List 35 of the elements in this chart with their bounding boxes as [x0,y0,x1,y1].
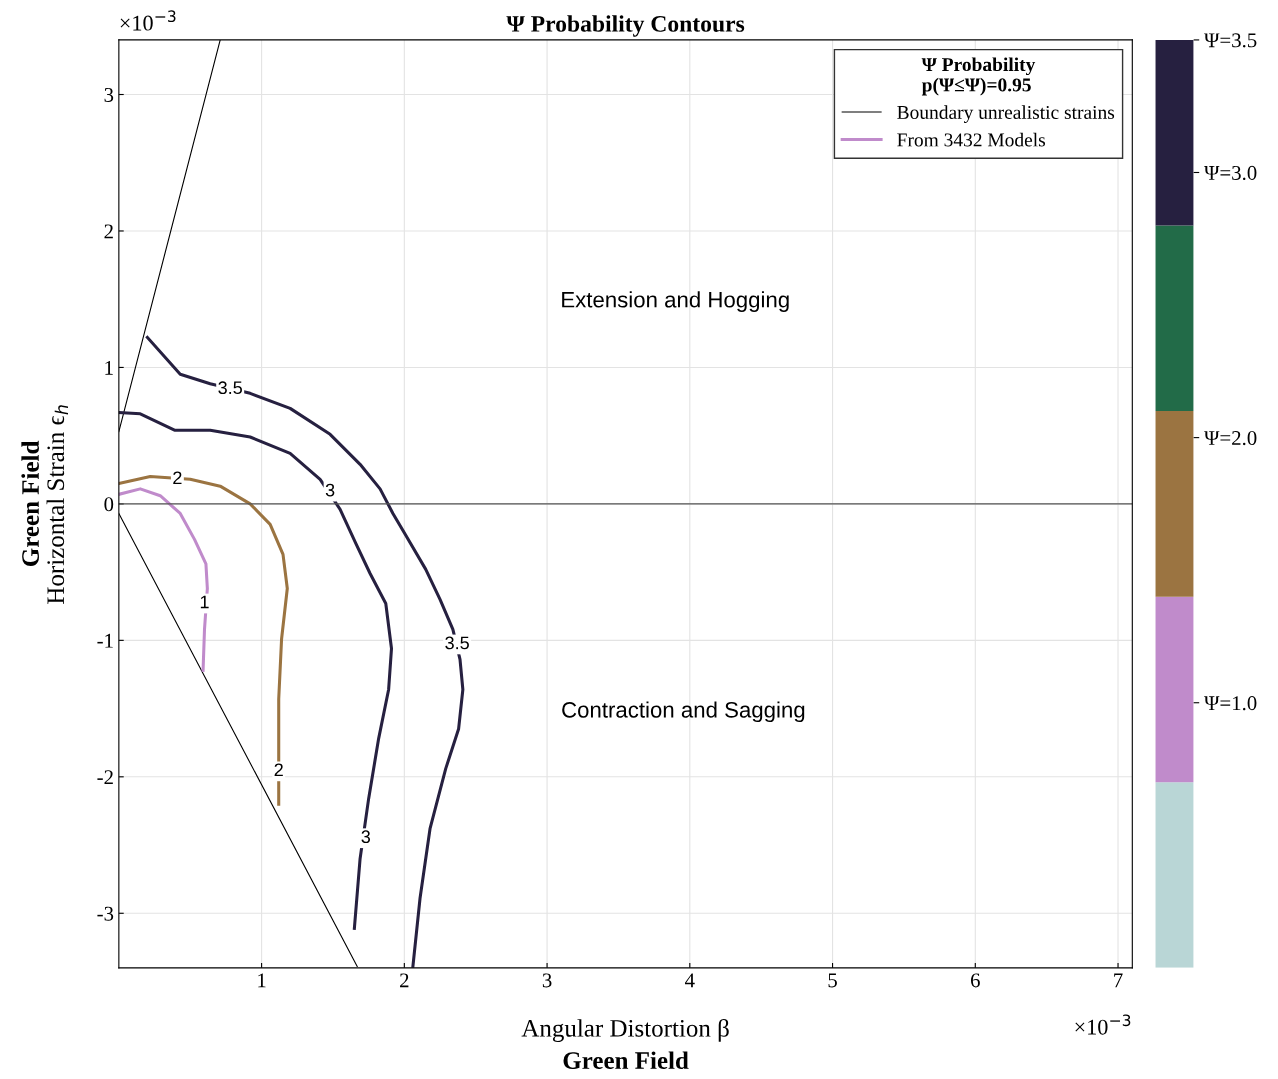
y-tick-label: 3 [104,87,114,102]
y-tick-label: 2 [104,224,113,239]
annotation: 2 [173,471,182,484]
annotation: 3.5 [218,381,242,395]
legend-label: From 3432 Models [897,132,1046,147]
y-tick-label: Ψ=3.0 [1204,165,1257,181]
x-axis-title: Angular Distortion β Green Field [521,1018,729,1069]
y-tick-label: 1 [105,360,113,375]
y-tick-label: Ψ=1.0 [1204,696,1257,711]
y-axis-title: Green Field Horizontal Strain ϵ$_{h}$ [21,405,69,604]
annotation: 1 [200,595,209,609]
x-tick-label: 6 [970,973,980,988]
x-tick-label: 1 [258,973,266,988]
legend-title: Ψ Probability p(Ψ≤Ψ)=0.95 [921,57,1036,96]
text: ×10$^{−3}$ [120,10,176,31]
x-tick-label: 2 [400,973,409,988]
chart-title: Ψ Probability Contours [506,15,745,37]
x-tick-label: 5 [828,973,837,988]
y-tick-label: 0 [104,497,114,512]
annotation: 3.5 [445,636,469,650]
x-tick-label: 3 [542,973,552,988]
x-tick-label: 4 [685,973,695,988]
y-tick-label: Ψ=2.0 [1204,430,1257,446]
y-tick-label: -1 [97,633,113,648]
y-tick-label: -3 [97,906,114,921]
annotation: Extension and Hogging [562,291,789,312]
annotation: Contraction and Sagging [562,701,805,723]
legend-label: Boundary unrealistic strains [897,105,1115,123]
y-tick-label: Ψ=3.5 [1204,33,1257,48]
annotation: 3 [325,483,335,497]
text: ×10$^{−3}$ [1075,1014,1131,1035]
annotation: 3 [361,830,371,844]
annotation: 2 [274,763,283,777]
x-tick-label: 7 [1114,973,1123,988]
y-tick-label: -2 [97,770,113,785]
